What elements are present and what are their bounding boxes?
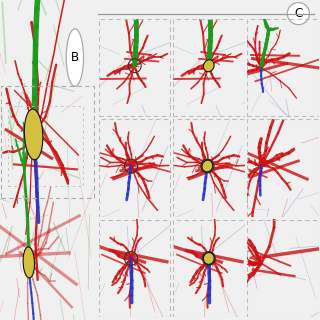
Text: B: B (71, 51, 79, 64)
Ellipse shape (204, 252, 214, 264)
Ellipse shape (23, 247, 35, 278)
Ellipse shape (204, 60, 214, 72)
Ellipse shape (202, 160, 213, 172)
Circle shape (66, 29, 84, 86)
Circle shape (287, 3, 309, 25)
Text: C: C (294, 7, 302, 20)
Ellipse shape (24, 109, 43, 160)
